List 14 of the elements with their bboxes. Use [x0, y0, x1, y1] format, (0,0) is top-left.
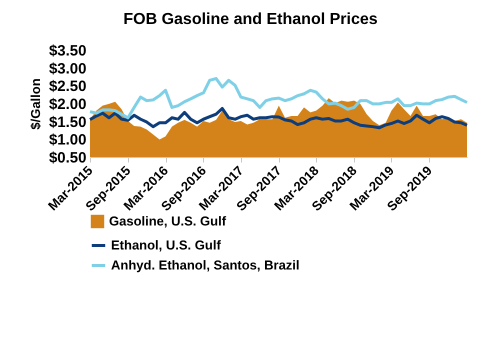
legend-label: Ethanol, U.S. Gulf	[111, 238, 222, 252]
y-tick-label: $3.50	[48, 42, 86, 60]
legend-label: Anhyd. Ethanol, Santos, Brazil	[111, 258, 300, 272]
y-tick-label: $1.50	[48, 114, 86, 131]
y-tick-label: $3.00	[48, 60, 86, 78]
y-axis-title: $/Gallon	[28, 78, 43, 130]
line-series	[88, 77, 468, 120]
chart-title: FOB Gasoline and Ethanol Prices	[123, 11, 378, 28]
y-tick-label: $2.00	[48, 96, 86, 113]
y-tick-label: $0.50	[48, 150, 86, 166]
legend-label: Gasoline, U.S. Gulf	[109, 214, 227, 228]
y-tick-label: $2.50	[48, 78, 86, 96]
y-tick-label: $1.00	[48, 132, 86, 149]
line-series	[88, 106, 468, 130]
